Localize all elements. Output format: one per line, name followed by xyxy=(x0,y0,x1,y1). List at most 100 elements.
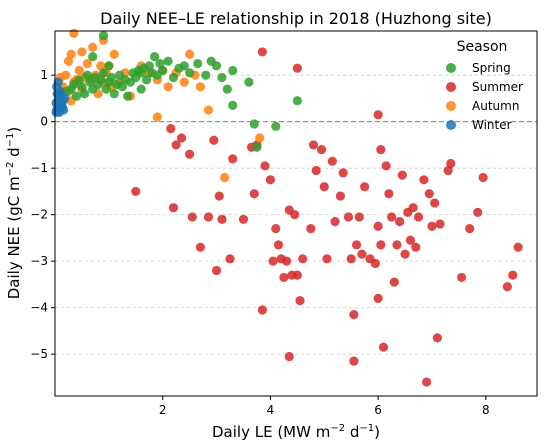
point-summer xyxy=(327,156,337,166)
point-summer xyxy=(217,214,227,224)
point-summer xyxy=(187,212,197,222)
point-summer xyxy=(168,203,179,213)
legend-marker-spring xyxy=(446,63,456,73)
point-autumn xyxy=(77,47,87,57)
point-spring xyxy=(136,84,146,94)
point-summer xyxy=(400,249,410,259)
point-summer xyxy=(185,149,195,159)
point-summer xyxy=(298,254,308,264)
point-spring xyxy=(222,84,232,94)
point-summer xyxy=(203,212,214,222)
legend-marker-autumn xyxy=(446,101,456,111)
point-spring xyxy=(136,68,146,78)
point-summer xyxy=(381,161,391,171)
point-summer xyxy=(343,212,354,222)
point-summer xyxy=(335,191,346,201)
point-spring xyxy=(117,82,127,92)
point-summer xyxy=(346,254,356,264)
point-summer xyxy=(513,242,523,252)
point-summer xyxy=(446,158,456,169)
point-autumn xyxy=(63,56,74,66)
point-summer xyxy=(225,254,235,264)
point-summer xyxy=(211,265,222,276)
point-summer xyxy=(214,191,224,201)
point-spring xyxy=(82,70,92,80)
point-summer xyxy=(465,224,475,234)
point-spring xyxy=(211,61,222,71)
point-summer xyxy=(478,172,488,183)
y-tick-label: −4 xyxy=(30,301,48,315)
y-axis-label: Daily NEE (gC m−2 d−1) xyxy=(5,127,23,300)
point-summer xyxy=(338,168,348,178)
point-spring xyxy=(98,68,109,78)
point-summer xyxy=(228,154,238,164)
point-summer xyxy=(279,272,289,283)
point-summer xyxy=(319,182,329,192)
point-summer xyxy=(330,217,340,227)
point-summer xyxy=(408,203,418,213)
point-spring xyxy=(104,61,114,71)
point-summer xyxy=(386,212,397,222)
point-summer xyxy=(349,356,359,366)
plot-frame xyxy=(54,30,538,397)
point-summer xyxy=(257,47,267,57)
point-summer xyxy=(354,212,364,222)
point-summer xyxy=(265,175,276,185)
point-spring xyxy=(168,72,179,83)
point-summer xyxy=(311,165,321,176)
point-summer xyxy=(432,333,442,343)
point-summer xyxy=(249,189,259,199)
point-summer xyxy=(316,144,327,155)
point-winter xyxy=(58,96,68,106)
point-spring xyxy=(252,142,262,152)
point-summer xyxy=(457,272,467,283)
point-summer xyxy=(351,240,362,250)
y-tick-label: −2 xyxy=(30,208,48,222)
point-summer xyxy=(413,212,424,222)
point-summer xyxy=(290,210,300,220)
point-autumn xyxy=(74,65,84,76)
y-tick-label: 1 xyxy=(40,68,48,82)
point-autumn xyxy=(152,112,162,122)
point-autumn xyxy=(69,28,79,38)
point-autumn xyxy=(203,105,214,115)
point-summer xyxy=(405,235,416,245)
point-spring xyxy=(201,70,211,80)
point-summer xyxy=(427,221,437,231)
point-summer xyxy=(166,124,176,134)
legend-label-winter: Winter xyxy=(472,118,512,132)
point-summer xyxy=(395,217,405,227)
point-summer xyxy=(292,63,302,73)
point-autumn xyxy=(66,49,76,59)
point-summer xyxy=(411,242,421,252)
point-spring xyxy=(228,100,238,110)
y-ticks: −5 −4 −3 −2 −1 0 1 xyxy=(30,68,55,361)
point-summer xyxy=(281,256,292,266)
point-summer xyxy=(370,258,381,269)
point-summer xyxy=(357,249,367,259)
point-spring xyxy=(109,89,119,99)
point-summer xyxy=(268,256,278,266)
legend-label-spring: Spring xyxy=(472,61,511,75)
point-spring xyxy=(163,56,173,66)
point-winter xyxy=(53,77,63,87)
chart-title: Daily NEE–LE relationship in 2018 (Huzho… xyxy=(100,9,492,28)
point-spring xyxy=(88,51,98,62)
point-spring xyxy=(158,65,168,76)
point-summer xyxy=(430,198,440,208)
legend-title: Season xyxy=(457,39,508,55)
point-summer xyxy=(421,377,432,387)
point-autumn xyxy=(255,133,265,143)
point-autumn xyxy=(179,77,189,87)
point-summer xyxy=(131,186,141,197)
point-autumn xyxy=(82,58,92,69)
point-summer xyxy=(373,110,383,120)
point-summer xyxy=(443,165,453,176)
point-spring xyxy=(141,75,152,85)
point-autumn xyxy=(185,49,195,59)
point-autumn xyxy=(61,70,71,80)
x-tick-label: 4 xyxy=(267,403,275,417)
point-summer xyxy=(349,310,359,320)
y-tick-label: −1 xyxy=(30,161,48,175)
